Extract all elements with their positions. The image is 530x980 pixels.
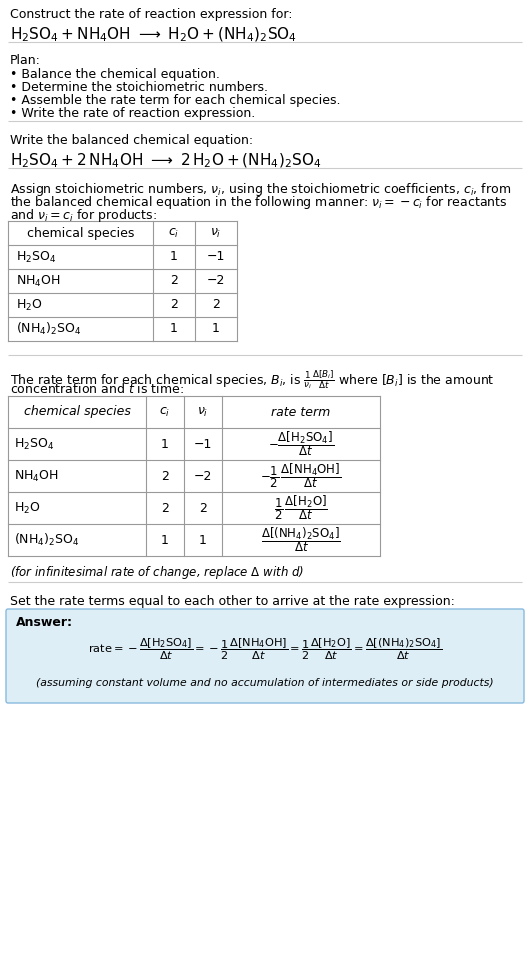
Text: 2: 2: [161, 502, 169, 514]
Text: $c_i$: $c_i$: [169, 226, 180, 239]
Text: Construct the rate of reaction expression for:: Construct the rate of reaction expressio…: [10, 8, 293, 21]
Text: • Assemble the rate term for each chemical species.: • Assemble the rate term for each chemic…: [10, 94, 340, 107]
Text: Answer:: Answer:: [16, 616, 73, 629]
Text: $-\dfrac{\Delta[\mathsf{H_2SO_4}]}{\Delta t}$: $-\dfrac{\Delta[\mathsf{H_2SO_4}]}{\Delt…: [268, 429, 334, 459]
Text: 1: 1: [212, 322, 220, 335]
Text: chemical species: chemical species: [27, 226, 134, 239]
Text: $c_i$: $c_i$: [160, 406, 171, 418]
Text: 1: 1: [161, 533, 169, 547]
Text: $\dfrac{\Delta[(\mathsf{NH_4})_2\mathsf{SO_4}]}{\Delta t}$: $\dfrac{\Delta[(\mathsf{NH_4})_2\mathsf{…: [261, 525, 341, 555]
Text: concentration and $t$ is time:: concentration and $t$ is time:: [10, 382, 184, 396]
Text: $\dfrac{1}{2}\,\dfrac{\Delta[\mathsf{H_2O}]}{\Delta t}$: $\dfrac{1}{2}\,\dfrac{\Delta[\mathsf{H_2…: [274, 494, 328, 522]
Text: the balanced chemical equation in the following manner: $\nu_i = -c_i$ for react: the balanced chemical equation in the fo…: [10, 194, 508, 211]
Text: $-\dfrac{1}{2}\,\dfrac{\Delta[\mathsf{NH_4OH}]}{\Delta t}$: $-\dfrac{1}{2}\,\dfrac{\Delta[\mathsf{NH…: [260, 462, 342, 490]
Text: 1: 1: [170, 251, 178, 264]
FancyBboxPatch shape: [6, 609, 524, 703]
Text: $\mathsf{(NH_4)_2SO_4}$: $\mathsf{(NH_4)_2SO_4}$: [16, 321, 82, 337]
Text: 1: 1: [161, 437, 169, 451]
Text: $\mathsf{H_2SO_4 + 2\,NH_4OH}$ $\longrightarrow$ $\mathsf{2\,H_2O + (NH_4)_2SO_4: $\mathsf{H_2SO_4 + 2\,NH_4OH}$ $\longrig…: [10, 152, 321, 171]
Text: (for infinitesimal rate of change, replace $\Delta$ with $d$): (for infinitesimal rate of change, repla…: [10, 564, 304, 581]
Text: 1: 1: [199, 533, 207, 547]
Text: Assign stoichiometric numbers, $\nu_i$, using the stoichiometric coefficients, $: Assign stoichiometric numbers, $\nu_i$, …: [10, 181, 511, 198]
Text: and $\nu_i = c_i$ for products:: and $\nu_i = c_i$ for products:: [10, 207, 157, 224]
Text: chemical species: chemical species: [23, 406, 130, 418]
Text: $\mathsf{NH_4OH}$: $\mathsf{NH_4OH}$: [16, 273, 61, 288]
Text: Set the rate terms equal to each other to arrive at the rate expression:: Set the rate terms equal to each other t…: [10, 595, 455, 608]
Text: 2: 2: [170, 274, 178, 287]
Text: $\mathrm{rate} = -\dfrac{\Delta[\mathsf{H_2SO_4}]}{\Delta t} = -\dfrac{1}{2}\dfr: $\mathrm{rate} = -\dfrac{\Delta[\mathsf{…: [88, 636, 442, 662]
Text: The rate term for each chemical species, $B_i$, is $\frac{1}{\nu_i}\frac{\Delta[: The rate term for each chemical species,…: [10, 368, 494, 391]
Text: rate term: rate term: [271, 406, 331, 418]
Text: $\mathsf{(NH_4)_2SO_4}$: $\mathsf{(NH_4)_2SO_4}$: [14, 532, 80, 548]
Text: Plan:: Plan:: [10, 54, 41, 67]
Text: (assuming constant volume and no accumulation of intermediates or side products): (assuming constant volume and no accumul…: [36, 678, 494, 688]
Text: $\mathsf{H_2SO_4}$: $\mathsf{H_2SO_4}$: [16, 250, 56, 265]
Text: $\nu_i$: $\nu_i$: [197, 406, 209, 418]
Text: $\mathsf{H_2O}$: $\mathsf{H_2O}$: [14, 501, 41, 515]
Text: 2: 2: [170, 299, 178, 312]
Text: −1: −1: [207, 251, 225, 264]
Text: −2: −2: [207, 274, 225, 287]
Text: • Determine the stoichiometric numbers.: • Determine the stoichiometric numbers.: [10, 81, 268, 94]
Text: −2: −2: [194, 469, 212, 482]
Text: −1: −1: [194, 437, 212, 451]
Text: $\mathsf{NH_4OH}$: $\mathsf{NH_4OH}$: [14, 468, 59, 483]
Text: 2: 2: [161, 469, 169, 482]
Text: $\nu_i$: $\nu_i$: [210, 226, 222, 239]
Text: 2: 2: [212, 299, 220, 312]
Text: • Write the rate of reaction expression.: • Write the rate of reaction expression.: [10, 107, 255, 120]
Text: • Balance the chemical equation.: • Balance the chemical equation.: [10, 68, 220, 81]
Text: $\mathsf{H_2SO_4}$: $\mathsf{H_2SO_4}$: [14, 436, 54, 452]
Text: $\mathsf{H_2SO_4 + NH_4OH}$ $\longrightarrow$ $\mathsf{H_2O + (NH_4)_2SO_4}$: $\mathsf{H_2SO_4 + NH_4OH}$ $\longrighta…: [10, 26, 297, 44]
Text: 2: 2: [199, 502, 207, 514]
Text: $\mathsf{H_2O}$: $\mathsf{H_2O}$: [16, 298, 42, 313]
Text: Write the balanced chemical equation:: Write the balanced chemical equation:: [10, 134, 253, 147]
Text: 1: 1: [170, 322, 178, 335]
